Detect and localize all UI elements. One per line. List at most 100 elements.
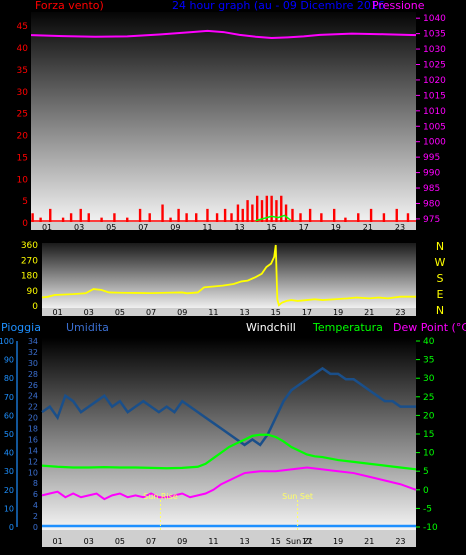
wind-tick-label: 10 [17,175,29,185]
humidity-tick-label: 12 [28,457,38,466]
pressure-axis-label: Pressione [372,0,425,12]
wind-bar [113,213,116,222]
wind-tick-label: 45 [17,22,28,32]
panel3-series [41,366,417,528]
temperature-tick-label: 20 [423,411,435,421]
wind-bar [87,213,90,222]
rain-tick-label: 20 [4,486,14,495]
direction-tick-label: 360 [21,241,38,251]
temperature-legend: Temperatura [312,321,383,334]
sun-annotations: Sun Rise Sun Set Sun Zt [143,492,313,546]
wind-bar [185,213,188,222]
x-tick-label: 11 [208,537,218,546]
compass-label-w: W [435,256,446,269]
humidity-tick-label: 6 [33,490,38,499]
temperature-tick-label: 15 [423,430,434,440]
x-tick-label: 01 [52,537,62,546]
wind-bar [69,213,73,222]
pressure-tick-label: 985 [423,184,440,194]
temperature-tick-label: 0 [423,486,429,496]
wind-bar [195,213,198,222]
wind-tick-label: 40 [17,44,29,54]
x-tick-label: 13 [234,223,244,232]
wind-bar [206,208,209,222]
temperature-tick-label: -5 [423,504,432,514]
humidity-tick-label: 16 [28,435,38,444]
wind-bar [357,213,360,222]
x-tick-label: 01 [52,308,62,317]
wind-bar [406,213,410,222]
sunset-label: Sun Set [282,492,313,501]
wind-bar [138,208,142,222]
x-tick-label: 15 [271,537,281,546]
humidity-tick-label: 26 [28,381,38,390]
x-tick-label: 01 [42,223,52,232]
humidity-tick-label: 20 [28,414,38,423]
wind-bar [100,217,103,222]
compass-label-n: N [436,304,444,317]
wind-bar [126,217,129,222]
wind-bar [251,204,254,222]
humidity-tick-label: 4 [33,501,38,510]
rain-legend: Pioggia [1,321,41,334]
x-tick-label: 23 [395,537,405,546]
humidity-legend: Umidita [66,321,109,334]
panel1-series [30,29,417,222]
rain-tick-label: 100 [0,337,14,346]
wind-bar [215,213,219,222]
pressure-tick-label: 1040 [423,14,446,24]
rain-tick-label: 60 [4,411,14,420]
wind-bar [246,200,249,222]
compass-label-e: E [437,288,444,301]
wind-bar [369,208,373,222]
windchill-legend: Windchill [246,321,296,334]
wind-tick-label: 30 [17,88,29,98]
pressure-tick-label: 990 [423,169,440,179]
x-tick-label: 15 [267,223,277,232]
panel3-x-ticks: 01 03 05 07 09 11 13 15 17 19 21 23 [52,537,405,546]
x-tick-label: 05 [115,537,125,546]
x-tick-label: 15 [271,308,281,317]
pressure-tick-label: 995 [423,153,440,163]
panel3-x-strip [42,530,416,547]
wind-bar [241,208,244,222]
wind-bar [161,204,164,222]
x-tick-label: 09 [170,223,180,232]
x-tick-label: 17 [302,308,312,317]
direction-tick-label: 90 [27,287,39,297]
direction-tick-label: 0 [32,302,38,312]
wind-bar [332,208,336,222]
pressure-tick-label: 1010 [423,107,446,117]
x-tick-label: 07 [146,308,156,317]
humidity-tick-label: 10 [28,468,38,477]
direction-line [41,244,416,307]
wind-tick-label: 15 [17,153,28,163]
pressure-tick-label: 1020 [423,76,446,86]
x-tick-label: 11 [208,308,218,317]
x-tick-label: 19 [333,308,343,317]
humidity-tick-label: 24 [28,392,38,401]
x-tick-label: 23 [395,308,405,317]
x-tick-label: 05 [106,223,116,232]
panel1-plot-area [31,12,416,222]
humidity-tick-label: 18 [28,425,38,434]
wind-bar [344,217,347,222]
wind-tick-label: 25 [17,110,28,120]
temperature-tick-label: 40 [423,337,435,347]
wind-bar [299,213,302,222]
direction-tick-label: 180 [21,272,38,282]
gust-line [255,214,292,222]
x-tick-label: 19 [333,537,343,546]
wind-bar [177,208,180,222]
temperature-line [41,433,417,471]
wind-tick-label: 20 [17,132,29,142]
temperature-tick-label: 30 [423,374,435,384]
wind-bar [61,217,65,222]
x-tick-label: 17 [299,223,309,232]
wind-bar [270,195,273,222]
temperature-tick-label: 10 [423,449,435,459]
pressure-tick-label: 1025 [423,61,446,71]
wind-axis-label: Forza vento) [35,0,104,12]
